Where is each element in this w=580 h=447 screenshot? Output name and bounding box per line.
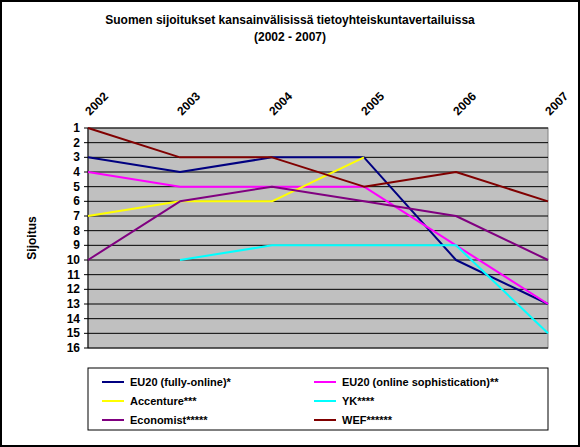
y-tick-label: 12: [67, 282, 81, 296]
y-tick-label: 9: [73, 238, 80, 252]
series-line: [88, 157, 364, 216]
y-tick: [84, 216, 88, 217]
legend-box: [88, 368, 548, 430]
legend-swatch: [102, 419, 124, 421]
legend-swatch: [102, 400, 124, 402]
y-tick-label: 15: [67, 326, 81, 340]
legend-swatch: [314, 381, 336, 383]
grid-line: [88, 304, 548, 305]
y-tick-label: 8: [73, 224, 80, 238]
legend-label: YK****: [342, 395, 375, 407]
y-tick-label: 1: [73, 121, 80, 135]
grid-line: [88, 348, 548, 349]
chart: Suomen sijoitukset kansainvälisissä tiet…: [0, 0, 580, 447]
legend-label: EU20 (online sophistication)**: [342, 376, 499, 388]
grid-line: [88, 333, 548, 334]
y-tick-label: 3: [73, 150, 80, 164]
title: Suomen sijoitukset kansainvälisissä tiet…: [105, 13, 475, 27]
x-tick-label: 2005: [358, 89, 387, 118]
y-tick: [84, 157, 88, 158]
x-tick-label: 2002: [82, 89, 111, 118]
y-tick: [84, 318, 88, 319]
grid-line: [88, 230, 548, 231]
series-line: [180, 245, 548, 333]
grid-line: [88, 142, 548, 143]
grid-line: [88, 318, 548, 319]
y-tick-label: 10: [67, 253, 81, 267]
y-tick: [84, 348, 88, 349]
grid-line: [88, 274, 548, 275]
y-tick: [84, 260, 88, 261]
y-tick-label: 14: [67, 312, 81, 326]
y-tick: [84, 289, 88, 290]
series-line: [88, 128, 548, 201]
y-tick-label: 7: [73, 209, 80, 223]
y-tick: [84, 186, 88, 187]
y-tick-label: 6: [73, 194, 80, 208]
legend-label: Economist*****: [130, 414, 208, 426]
y-tick-label: 13: [67, 297, 81, 311]
y-tick-label: 16: [67, 341, 81, 355]
y-axis-label: Sijoitus: [25, 216, 39, 260]
legend-label: Accenture***: [130, 395, 197, 407]
plot-area: [88, 128, 548, 348]
legend-swatch: [102, 381, 124, 383]
x-tick-label: 2004: [266, 89, 295, 118]
x-tick-label: 2003: [174, 89, 203, 118]
y-tick: [84, 304, 88, 305]
y-tick: [84, 274, 88, 275]
y-tick: [84, 201, 88, 202]
y-axis: [88, 128, 89, 348]
legend-label: WEF******: [342, 414, 393, 426]
y-tick: [84, 230, 88, 231]
grid-line: [88, 201, 548, 202]
y-tick: [84, 142, 88, 143]
grid-line: [88, 289, 548, 290]
grid-line: [88, 128, 548, 129]
frame: [1, 1, 579, 446]
subtitle: (2002 - 2007): [254, 30, 326, 44]
x-tick-label: 2006: [450, 89, 479, 118]
x-tick-label: 2007: [542, 89, 571, 118]
y-tick-label: 5: [73, 180, 80, 194]
y-tick-label: 4: [73, 165, 80, 179]
legend-swatch: [314, 400, 336, 402]
y-tick-label: 11: [67, 268, 80, 282]
legend-label: EU20 (fully-online)*: [130, 376, 232, 388]
series-line: [88, 172, 548, 304]
y-tick-label: 2: [73, 136, 80, 150]
y-tick: [84, 172, 88, 173]
series-group: [88, 128, 548, 333]
y-tick: [84, 333, 88, 334]
y-tick: [84, 245, 88, 246]
series-line: [88, 187, 548, 260]
y-tick: [84, 128, 88, 129]
legend-swatch: [314, 419, 336, 421]
